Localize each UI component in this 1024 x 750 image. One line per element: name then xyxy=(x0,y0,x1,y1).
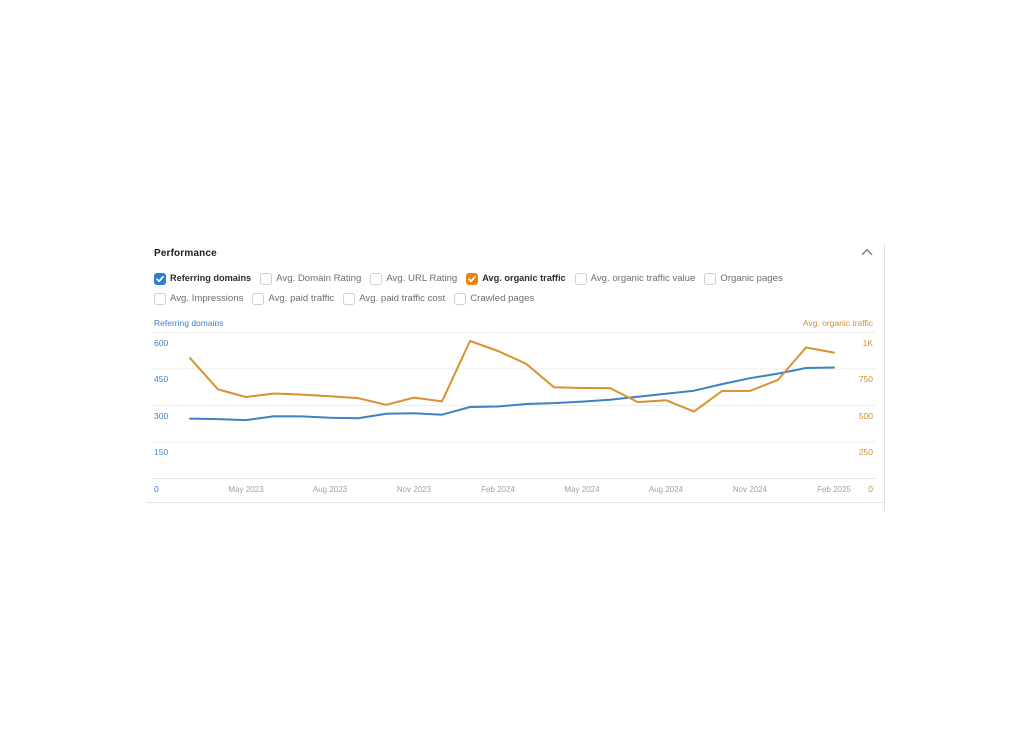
panel-right-divider xyxy=(884,244,885,511)
left-axis-tick-600: 600 xyxy=(154,337,169,348)
metric-label-avg-paid-traffic: Avg. paid traffic xyxy=(268,293,335,304)
metric-checkbox-avg-paid-traffic[interactable] xyxy=(252,292,265,305)
x-axis-tick-aug-2024: Aug 2024 xyxy=(648,484,684,494)
panel-title: Performance xyxy=(154,248,217,259)
metric-item-organic-pages[interactable]: Organic pages xyxy=(704,272,783,285)
performance-panel: Performance Referring domains Avg. Domain… xyxy=(146,243,885,503)
metric-label-avg-organic-traffic: Avg. organic traffic xyxy=(482,273,566,283)
metric-checkbox-avg-impressions[interactable] xyxy=(154,292,166,305)
metric-label-avg-domain-rating: Avg. Domain Rating xyxy=(276,273,362,284)
chevron-up-icon xyxy=(861,248,873,256)
series-line-avg-organic-traffic xyxy=(189,340,835,413)
x-axis-tick-nov-2023: Nov 2023 xyxy=(396,484,432,494)
metric-checkbox-avg-paid-traffic-cost[interactable] xyxy=(343,292,356,305)
metric-checkbox-referring-domains[interactable] xyxy=(154,272,166,285)
x-axis-tick-nov-2024: Nov 2024 xyxy=(732,484,768,494)
right-axis-tick-1K: 1K xyxy=(862,337,873,348)
metric-item-avg-impressions[interactable]: Avg. Impressions xyxy=(154,292,243,305)
metric-label-crawled-pages: Crawled pages xyxy=(470,293,535,304)
metric-checkbox-avg-domain-rating[interactable] xyxy=(260,272,273,285)
metric-label-avg-paid-traffic-cost: Avg. paid traffic cost xyxy=(359,293,446,304)
metric-checkbox-avg-organic-traffic[interactable] xyxy=(466,272,479,285)
metric-checkbox-crawled-pages[interactable] xyxy=(454,292,467,305)
metric-item-avg-url-rating[interactable]: Avg. URL Rating xyxy=(370,272,457,285)
chart-plot-area[interactable] xyxy=(146,243,885,503)
x-axis-tick-may-2024: May 2024 xyxy=(564,484,600,494)
metric-checkbox-avg-organic-traffic-value[interactable] xyxy=(574,272,587,285)
metric-item-avg-organic-traffic-value[interactable]: Avg. organic traffic value xyxy=(574,272,696,285)
x-axis-tick-may-2023: May 2023 xyxy=(228,484,264,494)
metric-item-avg-paid-traffic[interactable]: Avg. paid traffic xyxy=(252,292,334,305)
metric-label-referring-domains: Referring domains xyxy=(170,273,252,283)
metric-item-crawled-pages[interactable]: Crawled pages xyxy=(454,292,534,305)
x-axis-tick-feb-2024: Feb 2024 xyxy=(481,484,515,494)
metric-checkbox-organic-pages[interactable] xyxy=(704,272,717,285)
metrics-row-1: Referring domains Avg. Domain Rating Avg. … xyxy=(154,272,792,285)
metric-item-avg-domain-rating[interactable]: Avg. Domain Rating xyxy=(260,272,361,285)
metric-item-avg-paid-traffic-cost[interactable]: Avg. paid traffic cost xyxy=(343,292,445,305)
right-axis-title: Avg. organic traffic xyxy=(802,318,873,328)
metric-label-avg-organic-traffic-value: Avg. organic traffic value xyxy=(590,273,696,284)
performance-chart: Referring domains Avg. organic traffic 0… xyxy=(146,243,885,503)
metric-checkbox-avg-url-rating[interactable] xyxy=(370,272,383,285)
right-axis-tick-250: 250 xyxy=(858,447,873,457)
left-axis-tick-300: 300 xyxy=(154,410,169,421)
right-axis-tick-750: 750 xyxy=(858,374,873,384)
left-axis-title: Referring domains xyxy=(154,318,224,328)
collapse-panel-button[interactable] xyxy=(859,245,875,259)
right-axis-tick-0: 0 xyxy=(868,483,873,494)
checkmark-icon xyxy=(156,275,164,282)
metrics-row-2: Avg. Impressions Avg. paid traffic Avg. pa… xyxy=(154,292,543,305)
checkmark-icon xyxy=(468,275,477,282)
metric-item-referring-domains[interactable]: Referring domains xyxy=(154,272,251,285)
series-line-referring-domains xyxy=(189,366,835,422)
x-axis-tick-aug-2023: Aug 2023 xyxy=(312,484,348,494)
left-axis-tick-0: 0 xyxy=(154,483,159,494)
metric-label-avg-url-rating: Avg. URL Rating xyxy=(386,273,458,284)
x-axis-tick-feb-2025: Feb 2025 xyxy=(817,484,851,494)
left-axis-tick-450: 450 xyxy=(154,374,169,384)
metric-label-organic-pages: Organic pages xyxy=(720,273,783,284)
right-axis-tick-500: 500 xyxy=(858,410,873,421)
metric-item-avg-organic-traffic[interactable]: Avg. organic traffic xyxy=(466,272,566,285)
metric-label-avg-impressions: Avg. Impressions xyxy=(170,293,244,304)
left-axis-tick-150: 150 xyxy=(154,447,169,457)
